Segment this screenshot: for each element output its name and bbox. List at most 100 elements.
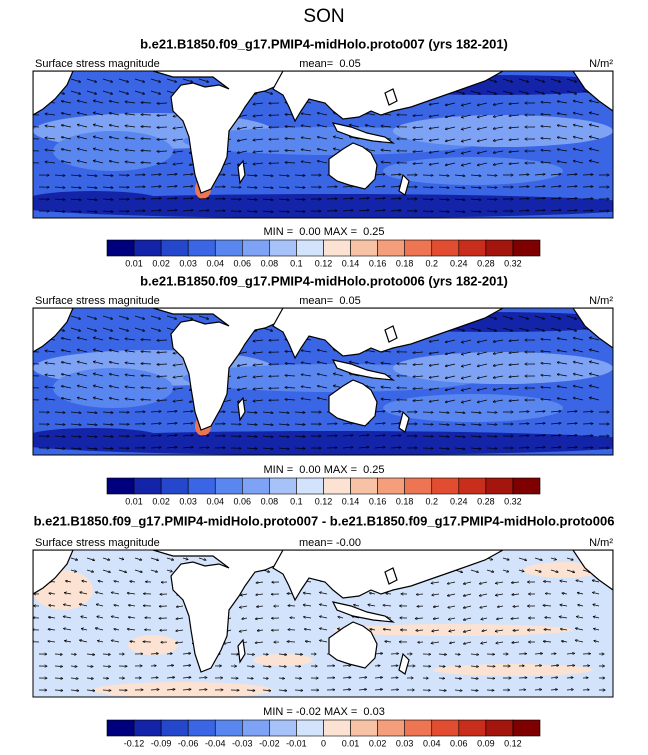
colorbar-box bbox=[405, 240, 432, 256]
colorbar-box bbox=[242, 478, 269, 494]
colorbar-label: -0.06 bbox=[178, 738, 199, 748]
colorbar-box bbox=[513, 720, 540, 736]
colorbar-label: 0.2 bbox=[425, 496, 438, 506]
colorbar-label: 0.01 bbox=[125, 496, 143, 506]
colorbar-label: 0.06 bbox=[234, 258, 252, 268]
colorbar-box bbox=[269, 240, 296, 256]
colorbar-label: 0.16 bbox=[369, 258, 387, 268]
colorbar-box bbox=[486, 720, 513, 736]
colorbar-label: 0.12 bbox=[315, 496, 333, 506]
colorbar-box bbox=[351, 240, 378, 256]
range-label: MIN = -0.02 MAX = 0.03 bbox=[263, 706, 385, 718]
colorbar-label: 0.03 bbox=[179, 258, 197, 268]
colorbar-label: 0.18 bbox=[396, 496, 414, 506]
colorbar-box bbox=[161, 720, 188, 736]
colorbar-box bbox=[296, 720, 323, 736]
colorbar-label: 0.28 bbox=[477, 496, 495, 506]
colorbar-label: 0.03 bbox=[396, 738, 414, 748]
colorbar-box bbox=[107, 478, 134, 494]
colorbar-box bbox=[242, 720, 269, 736]
colorbar-box bbox=[378, 478, 405, 494]
field-patch bbox=[393, 115, 613, 147]
colorbar-box bbox=[134, 478, 161, 494]
colorbar-box bbox=[324, 720, 351, 736]
colorbar-label: -0.12 bbox=[124, 738, 145, 748]
colorbar-label: 0.08 bbox=[261, 496, 279, 506]
colorbar-label: 0.02 bbox=[152, 258, 170, 268]
colorbar-label: 0.06 bbox=[450, 738, 468, 748]
colorbar-label: 0.12 bbox=[315, 258, 333, 268]
colorbar-box bbox=[459, 478, 486, 494]
colorbar-box bbox=[215, 720, 242, 736]
field-patch bbox=[23, 191, 163, 211]
colorbar-label: 0.01 bbox=[342, 738, 360, 748]
colorbar-box bbox=[296, 478, 323, 494]
colorbar-box bbox=[378, 720, 405, 736]
colorbar-label: 0.32 bbox=[504, 496, 522, 506]
panel-title: b.e21.B1850.f09_g17.PMIP4-midHolo.proto0… bbox=[34, 513, 615, 528]
field-label: Surface stress magnitude bbox=[35, 537, 160, 549]
colorbar-box bbox=[324, 240, 351, 256]
colorbar-label: 0.1 bbox=[290, 496, 303, 506]
figure-title: SON bbox=[303, 6, 344, 27]
colorbar-box bbox=[134, 240, 161, 256]
colorbar-label: 0.08 bbox=[261, 258, 279, 268]
colorbar-box bbox=[378, 240, 405, 256]
colorbar-box bbox=[513, 240, 540, 256]
range-label: MIN = 0.00 MAX = 0.25 bbox=[263, 464, 384, 476]
colorbar-box bbox=[459, 240, 486, 256]
colorbar-box bbox=[242, 240, 269, 256]
field-label: Surface stress magnitude bbox=[35, 295, 160, 307]
colorbar-label: 0.2 bbox=[425, 258, 438, 268]
colorbar-label: 0.1 bbox=[290, 258, 303, 268]
colorbar-label: -0.03 bbox=[232, 738, 253, 748]
mean-label: mean= -0.00 bbox=[299, 537, 361, 549]
colorbar-label: 0.32 bbox=[504, 258, 522, 268]
field-patch bbox=[253, 654, 313, 666]
colorbar-box bbox=[351, 478, 378, 494]
colorbar-label: -0.01 bbox=[286, 738, 307, 748]
colorbar-label: -0.09 bbox=[151, 738, 172, 748]
colorbar-box bbox=[134, 720, 161, 736]
colorbar-label: 0.04 bbox=[206, 496, 224, 506]
colorbar-label: 0.02 bbox=[369, 738, 387, 748]
map bbox=[13, 71, 648, 218]
field-patch bbox=[383, 394, 563, 422]
colorbar-box bbox=[161, 478, 188, 494]
colorbar-label: 0.14 bbox=[342, 258, 360, 268]
panel-title: b.e21.B1850.f09_g17.PMIP4-midHolo.proto0… bbox=[140, 273, 508, 288]
colorbar-box bbox=[269, 478, 296, 494]
colorbar-label: 0.12 bbox=[504, 738, 522, 748]
units-label: N/m² bbox=[589, 58, 613, 70]
colorbar-box bbox=[215, 478, 242, 494]
colorbar-label: 0.28 bbox=[477, 258, 495, 268]
colorbar-box bbox=[432, 478, 459, 494]
colorbar-label: 0.01 bbox=[125, 258, 143, 268]
colorbar-box bbox=[405, 720, 432, 736]
colorbar-box bbox=[188, 478, 215, 494]
colorbar-label: 0 bbox=[321, 738, 326, 748]
colorbar-box bbox=[432, 240, 459, 256]
colorbar-box bbox=[432, 720, 459, 736]
mean-label: mean= 0.05 bbox=[299, 295, 360, 307]
colorbar-label: 0.24 bbox=[450, 258, 468, 268]
colorbar-box bbox=[351, 720, 378, 736]
colorbar-box bbox=[107, 720, 134, 736]
colorbar-box bbox=[324, 478, 351, 494]
colorbar-box bbox=[215, 240, 242, 256]
colorbar-label: -0.02 bbox=[259, 738, 280, 748]
colorbar-label: 0.18 bbox=[396, 258, 414, 268]
units-label: N/m² bbox=[589, 295, 613, 307]
colorbar-box bbox=[459, 720, 486, 736]
colorbar-label: 0.14 bbox=[342, 496, 360, 506]
map bbox=[13, 308, 648, 455]
colorbar-label: 0.04 bbox=[206, 258, 224, 268]
units-label: N/m² bbox=[589, 537, 613, 549]
colorbar-box bbox=[269, 720, 296, 736]
colorbar-label: -0.04 bbox=[205, 738, 226, 748]
field-patch bbox=[23, 428, 163, 448]
field-label: Surface stress magnitude bbox=[35, 58, 160, 70]
colorbar-label: 0.02 bbox=[152, 496, 170, 506]
